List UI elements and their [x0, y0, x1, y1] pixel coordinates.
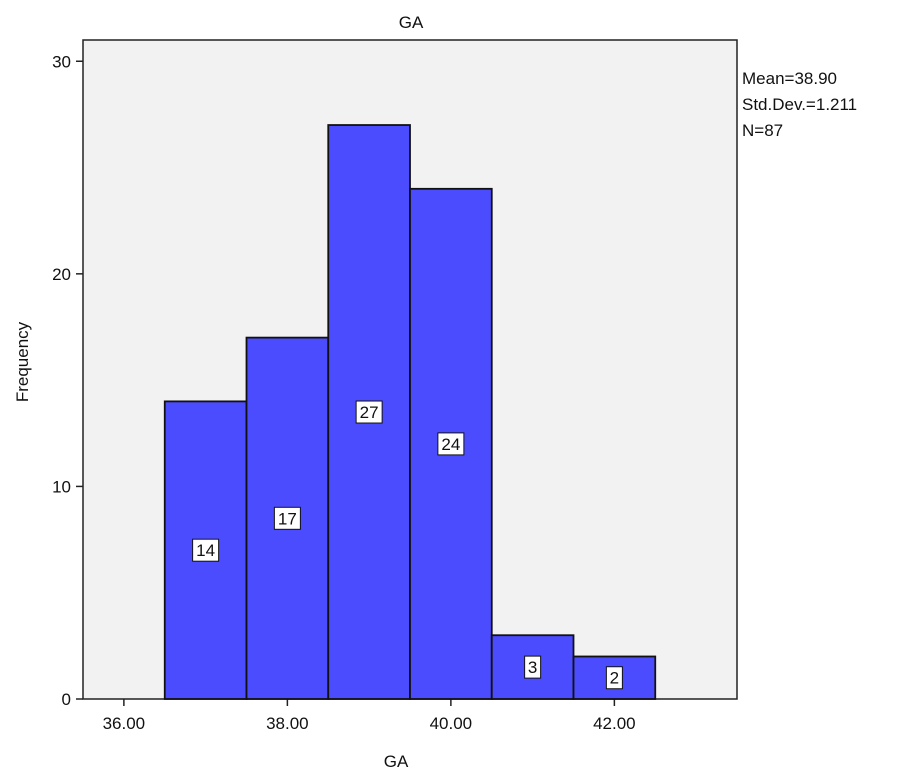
- y-axis: 0 10 20 30: [52, 52, 83, 709]
- x-axis-label: GA: [384, 752, 409, 771]
- x-tick-label: 42.00: [593, 714, 636, 733]
- y-axis-label: Frequency: [13, 321, 32, 402]
- bar-value-label: 2: [610, 669, 619, 688]
- bar-value-label: 14: [196, 541, 215, 560]
- bar-value-label: 3: [528, 658, 537, 677]
- y-tick-label: 30: [52, 52, 71, 71]
- bar-label-box: [355, 400, 383, 424]
- bar-label-box: [437, 432, 465, 456]
- bar-value-label: 27: [360, 403, 379, 422]
- bar-value-label: 24: [441, 435, 460, 454]
- statistics-box: Mean=38.90 Std.Dev.=1.211 N=87: [742, 66, 857, 144]
- x-tick-label: 36.00: [103, 714, 146, 733]
- bar-label-box: [273, 506, 301, 530]
- stat-mean: Mean=38.90: [742, 69, 837, 88]
- y-tick-label: 0: [62, 690, 71, 709]
- y-tick-label: 20: [52, 265, 71, 284]
- stat-n: N=87: [742, 121, 784, 140]
- histogram-bar: [245, 336, 330, 700]
- y-tick-label: 10: [52, 477, 71, 496]
- bar-value-labels: 14 17 27 24 3 2: [192, 400, 623, 690]
- bar-label-box: [524, 655, 542, 679]
- x-tick-label: 38.00: [266, 714, 309, 733]
- bars: [163, 124, 657, 700]
- x-axis: 36.00 38.00 40.00 42.00: [103, 699, 636, 733]
- stat-std-dev: Std.Dev.=1.211: [742, 95, 858, 114]
- x-tick-label: 40.00: [430, 714, 473, 733]
- chart-title: GA: [399, 13, 424, 32]
- bar-label-box: [192, 538, 220, 562]
- bar-label-box: [605, 666, 623, 690]
- bar-value-label: 17: [278, 509, 297, 528]
